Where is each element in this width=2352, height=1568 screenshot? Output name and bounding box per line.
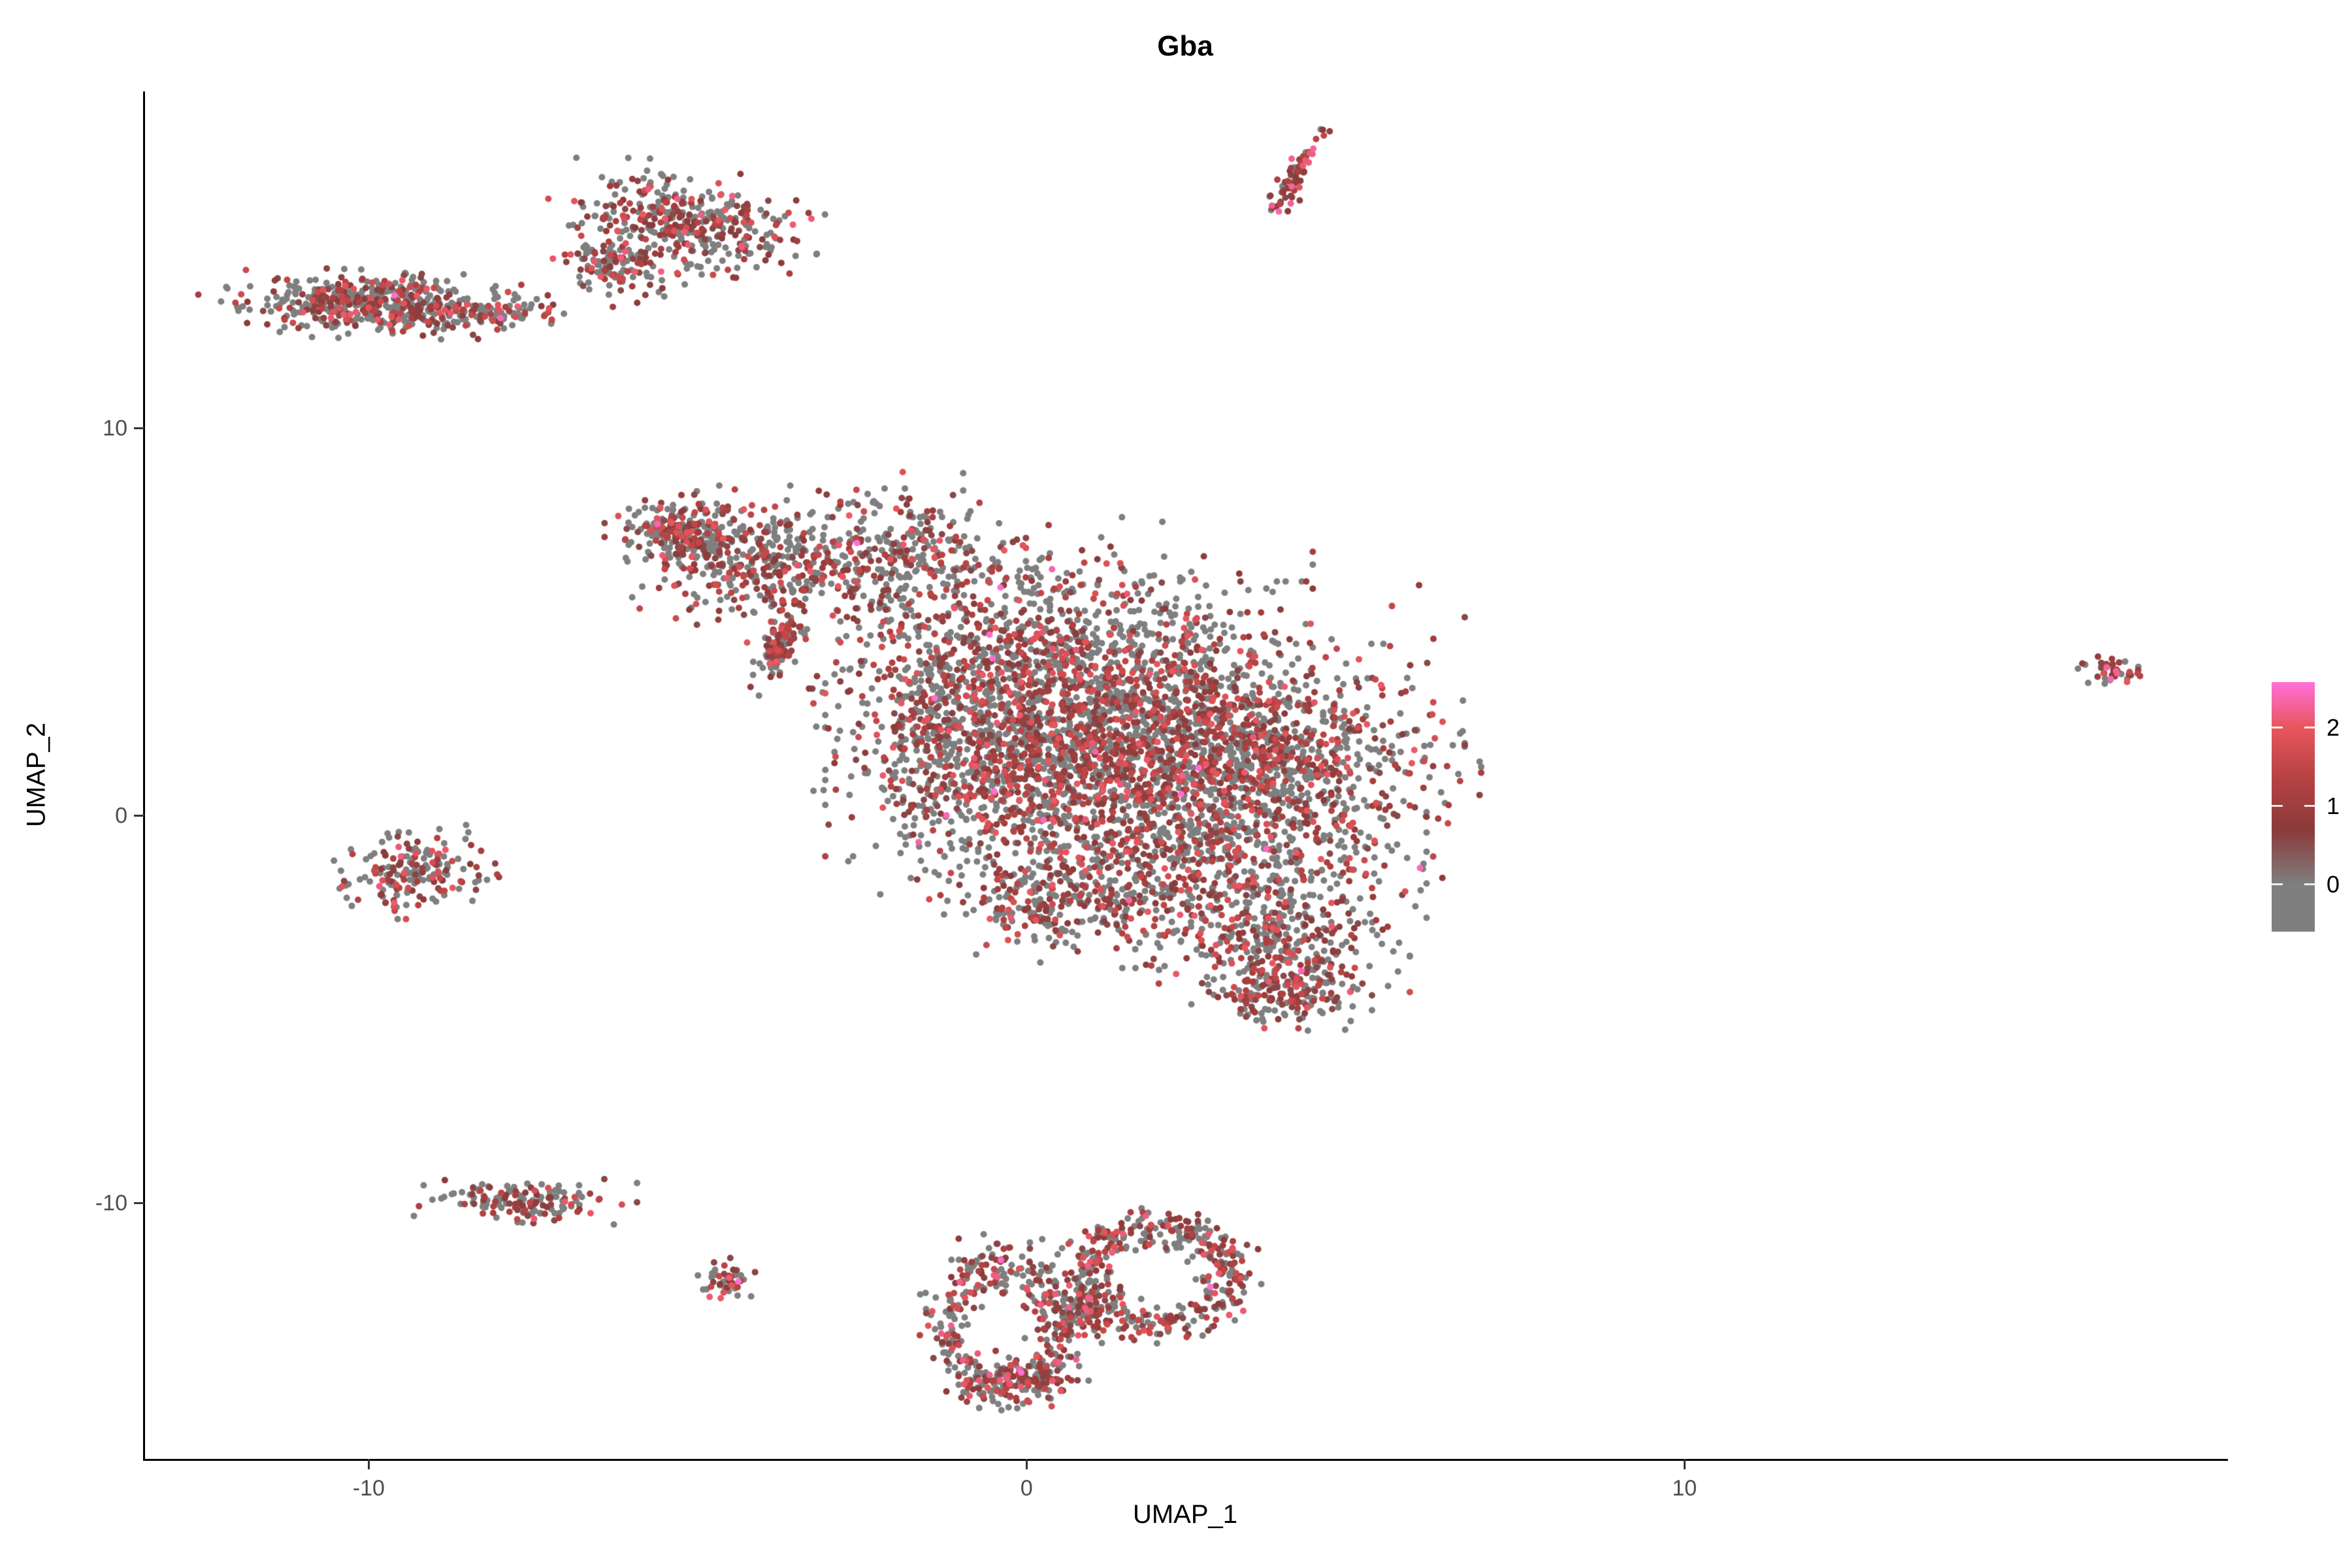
x-tick-mark [1025,1459,1028,1469]
y-tick-mark [134,427,144,430]
colorbar-tick-label: 1 [2327,792,2340,819]
y-tick-mark [134,815,144,817]
x-tick-label: -10 [352,1476,385,1501]
colorbar-tick-label: 2 [2327,713,2340,741]
colorbar-tick-mark [2272,727,2283,729]
x-axis-title: UMAP_1 [1132,1500,1238,1529]
x-tick-mark [367,1459,370,1469]
expression-colorbar-legend [2272,682,2315,932]
x-tick-label: 10 [1672,1476,1697,1501]
colorbar-tick-mark [2272,883,2283,886]
y-tick-label: 0 [115,803,127,828]
colorbar-tick-mark [2304,883,2315,886]
y-tick-mark [134,1202,144,1205]
colorbar-tick-mark [2272,805,2283,808]
y-tick-label: 10 [103,416,127,441]
y-axis-line [143,91,145,1461]
plot-title: Gba [1157,30,1213,62]
x-tick-label: 0 [1020,1476,1033,1501]
x-axis-line [143,1459,2228,1461]
x-tick-mark [1683,1459,1686,1469]
colorbar-tick-label: 0 [2327,870,2340,898]
colorbar-tick-mark [2304,805,2315,808]
y-axis-title: UMAP_2 [22,722,51,828]
colorbar-tick-mark [2304,727,2315,729]
y-tick-label: -10 [95,1190,127,1216]
